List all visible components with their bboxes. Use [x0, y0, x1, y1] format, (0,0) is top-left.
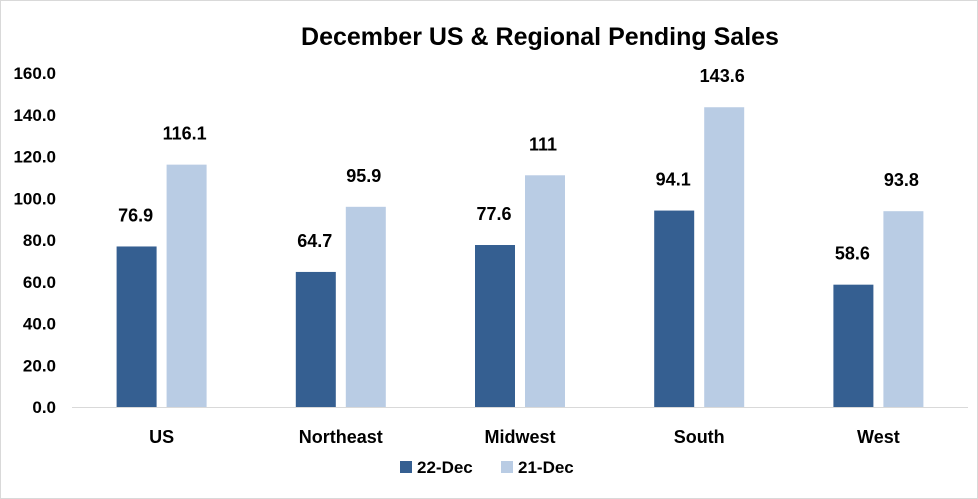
- x-category-label: South: [674, 427, 725, 447]
- data-label: 111: [529, 134, 557, 154]
- bar-21-Dec-West: [883, 211, 924, 407]
- y-tick-label: 120.0: [13, 148, 56, 167]
- data-label: 93.8: [884, 170, 919, 190]
- data-label: 64.7: [297, 231, 332, 251]
- legend-label: 22-Dec: [417, 458, 473, 477]
- data-label: 116.1: [163, 124, 207, 144]
- y-tick-label: 40.0: [23, 315, 56, 334]
- x-axis: US Northeast Midwest South West: [72, 407, 968, 447]
- bar-22-Dec-US: [116, 246, 157, 407]
- y-tick-label: 80.0: [23, 231, 56, 250]
- bar-22-Dec-Northeast: [295, 271, 336, 407]
- legend-swatch: [501, 461, 513, 473]
- y-tick-label: 60.0: [23, 273, 56, 292]
- x-category-label: West: [857, 427, 900, 447]
- y-tick-label: 20.0: [23, 356, 56, 375]
- legend-swatch: [400, 461, 412, 473]
- data-label: 143.6: [700, 66, 745, 86]
- chart-title: December US & Regional Pending Sales: [301, 23, 779, 51]
- legend: 22-Dec 21-Dec: [400, 458, 574, 477]
- bar-21-Dec-Midwest: [525, 175, 565, 407]
- y-tick-label: 160.0: [13, 64, 56, 83]
- bar-22-Dec-Midwest: [475, 245, 515, 407]
- y-axis: 0.0 20.0 40.0 60.0 80.0 100.0 120.0 140.0 160.0: [13, 64, 56, 417]
- bar-21-Dec-South: [704, 107, 745, 408]
- data-label: 77.6: [476, 204, 511, 224]
- legend-label: 21-Dec: [518, 458, 574, 477]
- x-category-label: Midwest: [484, 427, 555, 447]
- y-tick-label: 140.0: [13, 106, 56, 125]
- bar-22-Dec-West: [833, 284, 874, 407]
- bar-21-Dec-US: [166, 164, 207, 407]
- data-label: 94.1: [656, 170, 691, 190]
- bar-21-Dec-Northeast: [345, 206, 386, 407]
- data-labels: 76.9 116.1 64.7 95.9 77.6 111 94.1 143.6 58.6 93.…: [118, 66, 919, 263]
- data-label: 95.9: [346, 166, 381, 186]
- y-tick-label: 100.0: [13, 189, 56, 208]
- x-category-label: Northeast: [299, 427, 383, 447]
- data-label: 76.9: [118, 205, 153, 225]
- x-category-label: US: [149, 427, 174, 447]
- y-tick-label: 0.0: [32, 398, 56, 417]
- bars: [116, 107, 924, 408]
- data-label: 58.6: [835, 244, 870, 264]
- bar-22-Dec-South: [654, 210, 695, 407]
